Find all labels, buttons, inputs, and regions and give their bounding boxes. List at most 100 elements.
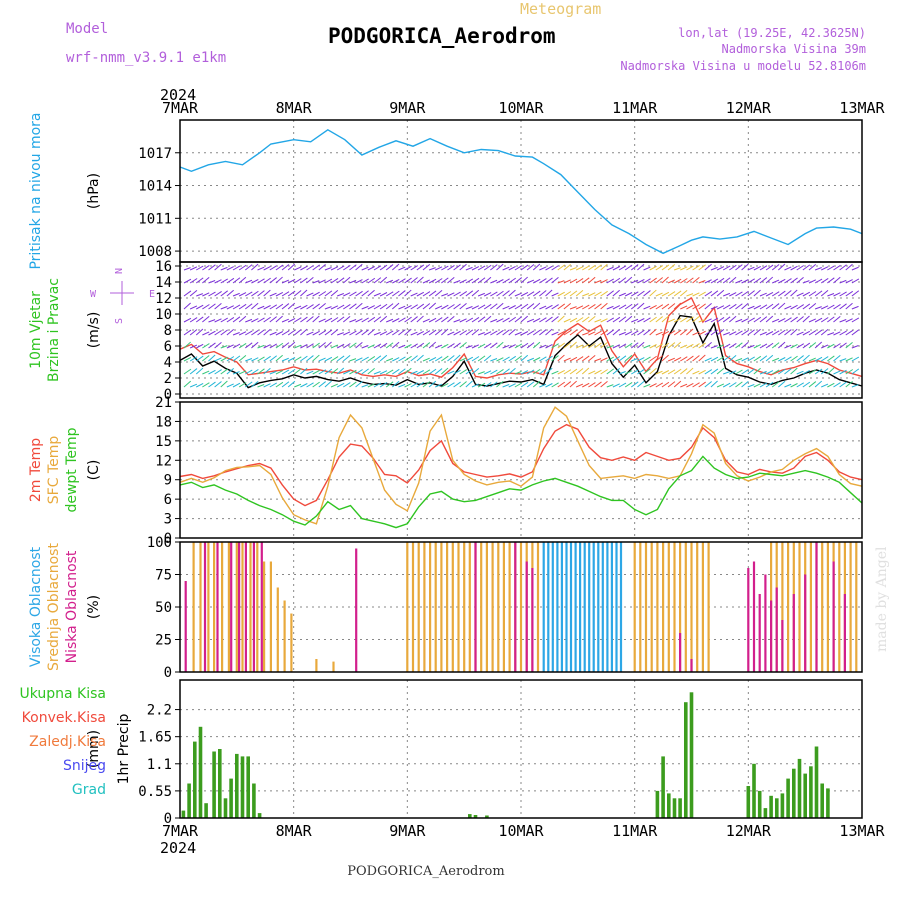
wind-barb <box>600 381 608 388</box>
y-tick-label: 0 <box>164 387 172 403</box>
wind-barb <box>336 316 345 323</box>
wind-barb <box>349 264 357 271</box>
wind-barb <box>729 292 737 297</box>
wind-barb <box>490 291 498 297</box>
wind-barb <box>422 330 431 336</box>
wind-barb <box>238 331 247 336</box>
wind-barb <box>428 278 437 284</box>
bar <box>809 542 812 672</box>
wind-barb <box>821 266 829 271</box>
wind-barb <box>753 316 762 323</box>
wind-barb <box>771 381 780 388</box>
compass-s: S <box>114 318 125 324</box>
wind-barb <box>637 278 645 284</box>
wind-barb <box>710 329 719 336</box>
wind-barb <box>195 277 204 284</box>
wind-barb <box>588 370 596 375</box>
bar <box>246 756 250 818</box>
wind-barb <box>349 358 357 362</box>
wind-barb <box>251 368 259 375</box>
wind-barb <box>214 290 222 297</box>
wind-barb <box>293 290 302 297</box>
wind-barb <box>300 355 308 362</box>
wind-barb <box>275 354 283 362</box>
wind-barb <box>300 328 308 336</box>
wind-barb <box>232 343 241 349</box>
wind-barb <box>612 328 620 336</box>
wind-barb <box>263 277 271 284</box>
wind-barb <box>502 305 510 310</box>
wind-barb <box>532 380 541 388</box>
wind-barb <box>471 356 480 362</box>
wind-barb <box>845 263 853 271</box>
wind-barb <box>514 265 523 271</box>
wind-barb <box>214 330 222 336</box>
wind-barb <box>208 280 216 284</box>
wind-barb <box>281 342 290 349</box>
wind-barb <box>441 265 449 271</box>
wind-barb <box>373 355 382 362</box>
wind-barb <box>759 277 768 284</box>
wind-barb <box>490 369 498 375</box>
wind-barb <box>386 357 394 362</box>
bar <box>502 542 505 672</box>
wind-barb <box>753 344 761 349</box>
wind-barb <box>465 290 474 297</box>
wind-barb <box>263 305 271 310</box>
wind-barb <box>257 266 265 271</box>
wind-barb <box>404 289 412 297</box>
bar <box>814 746 819 818</box>
wind-barb <box>624 381 633 388</box>
wind-barb <box>526 330 535 336</box>
wind-barb <box>790 343 798 349</box>
wind-barb <box>361 305 369 310</box>
wind-barb <box>300 316 308 323</box>
wind-barb <box>373 382 382 388</box>
wind-barb <box>612 344 620 349</box>
wind-barb <box>355 302 363 310</box>
wind-barb <box>643 368 651 375</box>
wind-barb <box>594 303 602 310</box>
wind-barb <box>624 331 633 336</box>
wind-barb <box>606 290 614 297</box>
wind-barb <box>630 342 639 349</box>
bar <box>355 548 358 672</box>
wind-barb <box>392 290 400 297</box>
y-tick-label: 15 <box>155 434 172 450</box>
wind-barb <box>618 371 626 375</box>
wind-barb <box>765 381 774 388</box>
legend-entry: Grad <box>72 782 106 798</box>
wind-barb <box>263 355 271 362</box>
wind-barb <box>269 331 277 336</box>
wind-barb <box>385 342 394 349</box>
wind-barb <box>520 315 529 323</box>
bar <box>786 778 790 818</box>
wind-barb <box>416 291 425 297</box>
wind-barb <box>539 344 547 349</box>
wind-barb <box>349 303 357 310</box>
wind-barb <box>716 316 725 323</box>
wind-barb <box>661 330 670 336</box>
wind-barb <box>808 357 816 362</box>
wind-barb <box>398 368 406 375</box>
wind-barb <box>208 354 216 362</box>
wind-barb <box>514 355 523 362</box>
wind-barb <box>220 278 228 284</box>
panel-frame <box>179 261 863 399</box>
wind-barb <box>232 277 241 284</box>
wind-barb <box>680 344 688 349</box>
wind-barb <box>404 316 412 323</box>
wind-barb <box>287 317 296 323</box>
wind-barb <box>465 317 474 323</box>
wind-barb <box>594 330 602 336</box>
wind-barb <box>778 341 786 349</box>
wind-barb <box>723 332 730 336</box>
wind-barb <box>796 382 804 388</box>
wind-barb <box>281 291 290 297</box>
wind-barb <box>569 278 578 284</box>
wind-barb <box>306 331 314 336</box>
wind-barb <box>355 318 363 323</box>
wind-barb <box>196 343 204 349</box>
wind-barb <box>508 316 517 323</box>
wind-barb <box>453 381 461 388</box>
